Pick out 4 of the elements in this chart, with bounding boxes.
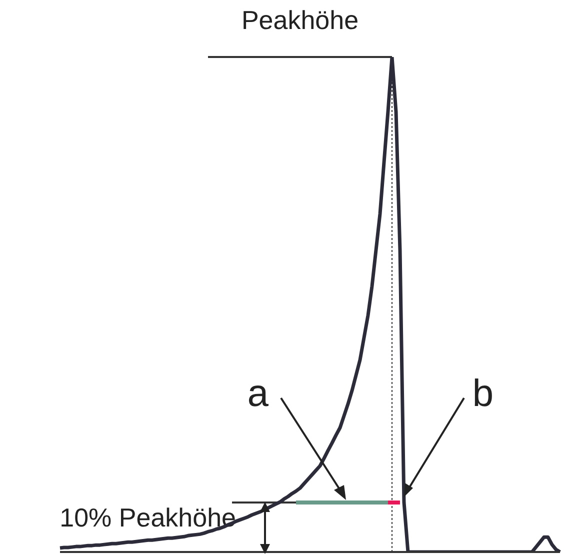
ref-line-label: Peakhöhe [241,5,359,35]
annotation: a [247,373,270,415]
annotation: b [472,373,494,415]
ref-line-label: 10% Peakhöhe [60,502,236,532]
